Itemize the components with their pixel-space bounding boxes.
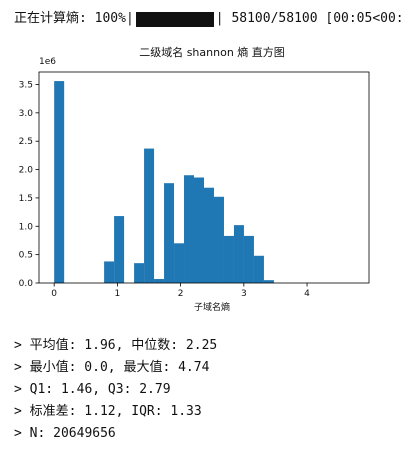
y-tick-label: 1.0: [19, 222, 34, 232]
histogram-bar-11: [213, 196, 224, 283]
histogram-bar-16: [263, 280, 274, 283]
histogram-bar-13: [233, 225, 244, 283]
histogram-bar-7: [174, 243, 185, 283]
histogram-bar-10: [204, 187, 214, 283]
plot-frame: [38, 71, 370, 284]
y-tick-label: 3.5: [19, 80, 33, 90]
x-tick-label: 3: [241, 289, 247, 299]
histogram-chart: 二级域名 shannon 熵 直方图 1e6 0 1 2 3 4 0.0 0.5 1.0 1.5…: [19, 45, 370, 313]
y-tick-label: 0.5: [19, 251, 33, 261]
bars-group: [54, 81, 274, 283]
histogram-bar-3: [134, 263, 145, 283]
histogram-bar-14: [243, 235, 254, 283]
progress-suffix: | 58100/58100 [00:05<00:: [215, 11, 404, 26]
y-tick-label: 3.0: [19, 109, 34, 119]
y-tick-label: 2.5: [19, 137, 33, 147]
histogram-bar-0: [54, 81, 65, 283]
histogram-bar-4: [144, 148, 155, 283]
x-axis-label: 子域名熵: [194, 301, 230, 313]
histogram-bar-2: [114, 216, 125, 283]
stat-std-iqr: > 标准差: 1.12, IQR: 1.33: [14, 404, 202, 419]
histogram-bar-6: [164, 183, 175, 283]
histogram-bar-15: [253, 255, 264, 283]
stats-output: > 平均值: 1.96, 中位数: 2.25 > 最小值: 0.0, 最大值: …: [14, 335, 217, 445]
stat-count: > N: 20649656: [14, 426, 116, 441]
y-tick-label: 0.0: [19, 279, 34, 289]
histogram-bar-8: [184, 175, 195, 283]
y-multiplier-label: 1e6: [39, 57, 56, 67]
chart-title: 二级域名 shannon 熵 直方图: [139, 45, 285, 59]
histogram-bar-5: [154, 279, 165, 283]
x-tick-label: 4: [304, 289, 310, 299]
progress-prefix: 正在计算熵: 100%|: [14, 11, 134, 26]
histogram-bar-9: [194, 177, 204, 283]
stat-mean-median: > 平均值: 1.96, 中位数: 2.25: [14, 338, 218, 353]
y-tick-label: 1.5: [19, 194, 33, 204]
progress-line: 正在计算熵: 100%| | 58100/58100 [00:05<00:: [14, 8, 404, 30]
x-tick-label: 2: [178, 289, 184, 299]
histogram-bar-12: [223, 235, 234, 283]
axes-group: 0 1 2 3 4 0.0 0.5 1.0 1.5 2.0 2.5 3.0 3.5: [19, 71, 370, 299]
histogram-bar-1: [104, 261, 115, 283]
x-tick-label: 1: [115, 289, 121, 299]
progress-bar-fill: [135, 11, 214, 27]
stat-min-max: > 最小值: 0.0, 最大值: 4.74: [14, 360, 210, 375]
stat-quartiles: > Q1: 1.46, Q3: 2.79: [14, 382, 171, 397]
x-tick-label: 0: [51, 289, 57, 299]
y-tick-label: 2.0: [19, 166, 34, 176]
